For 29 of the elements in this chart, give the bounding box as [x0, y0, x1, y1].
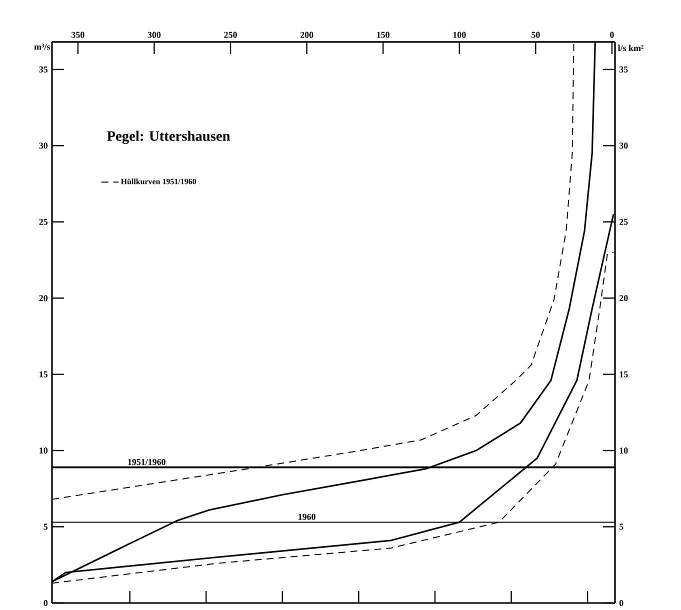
y-tick-label: 5: [44, 524, 48, 530]
x-tick-label: 100: [453, 32, 466, 38]
text: Pegel: Uttershausen: [107, 130, 230, 144]
x-tick-label: 350: [72, 32, 84, 38]
y-tick-label: 15: [40, 371, 48, 378]
y2-tick-label: 30: [619, 142, 628, 148]
y2-tick-label: 35: [619, 66, 628, 72]
x-tick-label: 50: [532, 32, 540, 38]
x-tick-label: 200: [300, 32, 314, 38]
x-tick-label: 250: [224, 32, 237, 38]
y-tick-label: 0: [44, 600, 48, 606]
annotation: 1960: [298, 514, 316, 520]
y2-tick-label: 25: [620, 218, 628, 225]
annotation: 1951/1960: [128, 458, 166, 465]
y-axis-title: m³/s: [34, 44, 50, 50]
y-tick-label: 10: [40, 447, 48, 454]
x-tick-label: 300: [148, 32, 161, 38]
y2-tick-label: 0: [619, 600, 624, 606]
y-tick-label: 20: [39, 294, 48, 301]
y2-axis-title: l/s km²: [618, 44, 644, 51]
y2-tick-label: 15: [620, 371, 628, 378]
y2-tick-label: 20: [620, 294, 628, 301]
y2-tick-label: 10: [620, 447, 628, 454]
y-tick-label: 25: [39, 218, 48, 225]
y-tick-label: 30: [39, 142, 48, 148]
y-tick-label: 35: [39, 66, 48, 72]
x-tick-label: 150: [377, 32, 390, 38]
y2-tick-label: 5: [619, 524, 624, 530]
x-tick-label: 0: [610, 32, 614, 38]
